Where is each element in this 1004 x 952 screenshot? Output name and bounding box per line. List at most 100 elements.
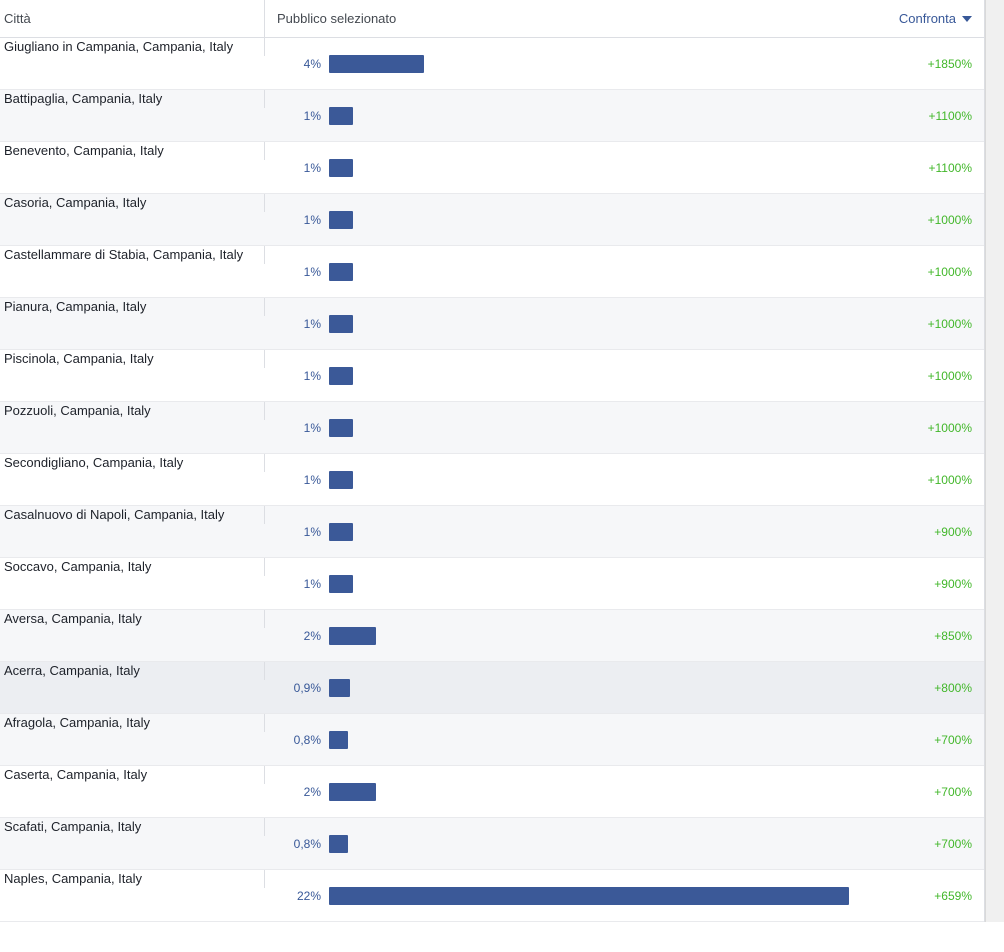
audience-cell: 2%	[265, 610, 864, 661]
bar-wrap	[329, 105, 854, 127]
bar-value	[329, 835, 348, 853]
city-cell: Acerra, Campania, Italy	[0, 662, 265, 680]
audience-city-table: Città Pubblico selezionato Confronta Giu…	[0, 0, 985, 922]
audience-cell: 1%	[265, 454, 864, 505]
audience-cell: 1%	[265, 350, 864, 401]
bar-value	[329, 367, 353, 385]
percent-label: 1%	[277, 421, 329, 435]
city-cell: Pozzuoli, Campania, Italy	[0, 402, 265, 420]
table-row[interactable]: Afragola, Campania, Italy0,8%+700%	[0, 714, 984, 766]
percent-label: 1%	[277, 577, 329, 591]
bar-wrap	[329, 365, 854, 387]
city-cell: Caserta, Campania, Italy	[0, 766, 265, 784]
audience-cell: 1%	[265, 402, 864, 453]
table-row[interactable]: Caserta, Campania, Italy2%+700%	[0, 766, 984, 818]
delta-cell: +700%	[864, 714, 984, 765]
header-city[interactable]: Città	[0, 0, 265, 37]
bar-wrap	[329, 313, 854, 335]
bar-wrap	[329, 625, 854, 647]
audience-cell: 0,8%	[265, 818, 864, 869]
percent-label: 0,8%	[277, 733, 329, 747]
delta-cell: +800%	[864, 662, 984, 713]
bar-value	[329, 575, 353, 593]
table-row[interactable]: Pianura, Campania, Italy1%+1000%	[0, 298, 984, 350]
table-row[interactable]: Naples, Campania, Italy22%+659%	[0, 870, 984, 922]
delta-cell: +659%	[864, 870, 984, 921]
audience-cell: 1%	[265, 90, 864, 141]
percent-label: 1%	[277, 161, 329, 175]
bar-value	[329, 523, 353, 541]
bar-value	[329, 55, 424, 73]
audience-cell: 4%	[265, 38, 864, 89]
percent-label: 1%	[277, 265, 329, 279]
bar-wrap	[329, 573, 854, 595]
table-row[interactable]: Soccavo, Campania, Italy 1% +900%	[0, 558, 984, 610]
percent-label: 0,9%	[277, 681, 329, 695]
bar-value	[329, 263, 353, 281]
audience-cell: 1%	[265, 298, 864, 349]
audience-cell: 1%	[265, 246, 864, 297]
table-body: Giugliano in Campania, Campania, Italy 4%…	[0, 38, 984, 922]
header-audience[interactable]: Pubblico selezionato	[265, 0, 864, 37]
table-row[interactable]: Aversa, Campania, Italy 2% +850%	[0, 610, 984, 662]
table-row[interactable]: Benevento, Campania, Italy1%+1100%	[0, 142, 984, 194]
table-row[interactable]: Piscinola, Campania, Italy1%+1000%	[0, 350, 984, 402]
audience-cell: 0,9%	[265, 662, 864, 713]
city-cell: Soccavo, Campania, Italy	[0, 558, 265, 576]
bar-value	[329, 887, 849, 905]
compare-dropdown[interactable]: Confronta	[899, 11, 972, 26]
bar-wrap	[329, 209, 854, 231]
delta-cell: +1100%	[864, 90, 984, 141]
delta-cell: +700%	[864, 766, 984, 817]
city-cell: Giugliano in Campania, Campania, Italy	[0, 38, 265, 56]
table-row[interactable]: Castellammare di Stabia, Campania, Italy…	[0, 246, 984, 298]
delta-cell: +900%	[864, 506, 984, 557]
bar-wrap	[329, 521, 854, 543]
city-cell: Casalnuovo di Napoli, Campania, Italy	[0, 506, 265, 524]
bar-wrap	[329, 677, 854, 699]
caret-down-icon	[962, 16, 972, 22]
table-row[interactable]: Battipaglia, Campania, Italy1%+1100%	[0, 90, 984, 142]
delta-cell: +1000%	[864, 402, 984, 453]
table-row[interactable]: Giugliano in Campania, Campania, Italy 4%…	[0, 38, 984, 90]
header-compare[interactable]: Confronta	[864, 0, 984, 37]
audience-cell: 22%	[265, 870, 864, 921]
delta-cell: +1000%	[864, 194, 984, 245]
bar-value	[329, 731, 348, 749]
percent-label: 1%	[277, 369, 329, 383]
table-row[interactable]: Casoria, Campania, Italy1%+1000%	[0, 194, 984, 246]
delta-cell: +850%	[864, 610, 984, 661]
bar-wrap	[329, 469, 854, 491]
delta-cell: +1000%	[864, 350, 984, 401]
city-cell: Aversa, Campania, Italy	[0, 610, 265, 628]
bar-wrap	[329, 833, 854, 855]
city-cell: Battipaglia, Campania, Italy	[0, 90, 265, 108]
table-row[interactable]: Scafati, Campania, Italy0,8%+700%	[0, 818, 984, 870]
delta-cell: +700%	[864, 818, 984, 869]
percent-label: 1%	[277, 525, 329, 539]
bar-value	[329, 627, 376, 645]
city-cell: Benevento, Campania, Italy	[0, 142, 265, 160]
city-cell: Pianura, Campania, Italy	[0, 298, 265, 316]
bar-value	[329, 211, 353, 229]
bar-value	[329, 679, 350, 697]
table-header-row: Città Pubblico selezionato Confronta	[0, 0, 984, 38]
delta-cell: +1850%	[864, 38, 984, 89]
bar-wrap	[329, 781, 854, 803]
percent-label: 0,8%	[277, 837, 329, 851]
delta-cell: +900%	[864, 558, 984, 609]
table-row[interactable]: Acerra, Campania, Italy 0,9% +800%	[0, 662, 984, 714]
delta-cell: +1000%	[864, 298, 984, 349]
vertical-scrollbar[interactable]	[985, 0, 1004, 922]
table-row[interactable]: Secondigliano, Campania, Italy1%+1000%	[0, 454, 984, 506]
delta-cell: +1000%	[864, 454, 984, 505]
percent-label: 2%	[277, 629, 329, 643]
bar-value	[329, 315, 353, 333]
city-cell: Castellammare di Stabia, Campania, Italy	[0, 246, 265, 264]
percent-label: 4%	[277, 57, 329, 71]
table-row[interactable]: Casalnuovo di Napoli, Campania, Italy 1% +…	[0, 506, 984, 558]
audience-cell: 0,8%	[265, 714, 864, 765]
bar-wrap	[329, 417, 854, 439]
percent-label: 1%	[277, 473, 329, 487]
table-row[interactable]: Pozzuoli, Campania, Italy 1% +1000%	[0, 402, 984, 454]
